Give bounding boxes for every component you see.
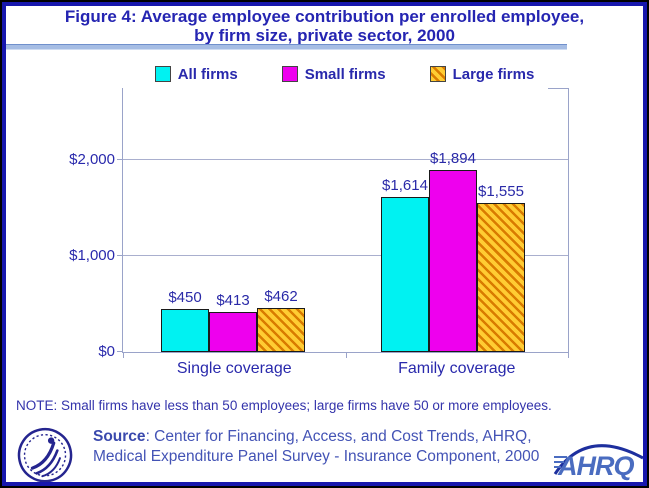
ahrq-logo-text: AHRQ	[557, 451, 634, 481]
y-axis-tick-1000	[117, 255, 123, 256]
plot-top-right-corner	[548, 88, 568, 89]
y-axis-tick-2000	[117, 159, 123, 160]
legend-label-small-firms: Small firms	[304, 65, 386, 83]
bar-value-small-firms-single-coverage: $413	[216, 292, 250, 309]
gridline-2000	[123, 159, 568, 160]
x-axis-tick-2	[568, 352, 569, 358]
legend-item-large-firms: Large firms	[429, 65, 535, 83]
source-label: Source	[93, 428, 146, 445]
figure-title: Figure 4: Average employee contribution …	[0, 7, 649, 45]
bar-small-firms-single-coverage	[209, 312, 257, 352]
bar-large-firms-family-coverage	[477, 203, 525, 352]
x-axis-tick-0	[123, 352, 124, 358]
legend-label-all-firms: All firms	[177, 65, 238, 83]
source-line1: : Center for Financing, Access, and Cost…	[145, 428, 532, 445]
bar-small-firms-family-coverage	[429, 170, 477, 352]
legend-swatch-all-firms	[154, 66, 171, 82]
hhs-seal-icon	[17, 427, 73, 483]
y-axis-label-0: $0	[98, 343, 115, 360]
legend-swatch-small-firms	[281, 66, 298, 82]
y-axis-label-2000: $2,000	[69, 151, 115, 168]
bar-value-large-firms-family-coverage: $1,555	[478, 183, 524, 200]
category-label-single-coverage: Single coverage	[176, 360, 292, 377]
legend-swatch-large-firms	[429, 66, 446, 82]
bar-value-small-firms-family-coverage: $1,894	[430, 150, 476, 167]
figure-title-line1: Figure 4: Average employee contribution …	[64, 7, 585, 26]
bar-all-firms-family-coverage	[381, 197, 429, 352]
legend-item-all-firms: All firms	[154, 65, 238, 83]
footnote: NOTE: Small firms have less than 50 empl…	[16, 398, 552, 413]
legend-item-small-firms: Small firms	[281, 65, 386, 83]
bar-value-all-firms-single-coverage: $450	[168, 289, 202, 306]
bar-value-all-firms-family-coverage: $1,614	[382, 177, 428, 194]
chart-legend: All firms Small firms Large firms	[122, 63, 567, 85]
category-label-family-coverage: Family coverage	[398, 360, 516, 377]
source-line2: Medical Expenditure Panel Survey - Insur…	[93, 447, 540, 465]
gridline-1000	[123, 255, 568, 256]
legend-label-large-firms: Large firms	[452, 65, 535, 83]
ahrq-logo: AHRQ	[553, 444, 644, 481]
figure-title-line2: by firm size, private sector, 2000	[194, 26, 455, 45]
bar-value-large-firms-single-coverage: $462	[264, 288, 298, 305]
source-text: Source: Center for Financing, Access, an…	[93, 427, 563, 466]
y-axis-label-1000: $1,000	[69, 247, 115, 264]
plot-area: $0 $1,000 $2,000 Single coverage $450 $413 $46…	[69, 88, 569, 377]
y-axis-tick-0	[117, 351, 123, 352]
title-divider-rule	[5, 44, 567, 50]
x-axis-tick-1	[346, 352, 347, 358]
bar-all-firms-single-coverage	[161, 309, 209, 352]
bar-large-firms-single-coverage	[257, 308, 305, 352]
